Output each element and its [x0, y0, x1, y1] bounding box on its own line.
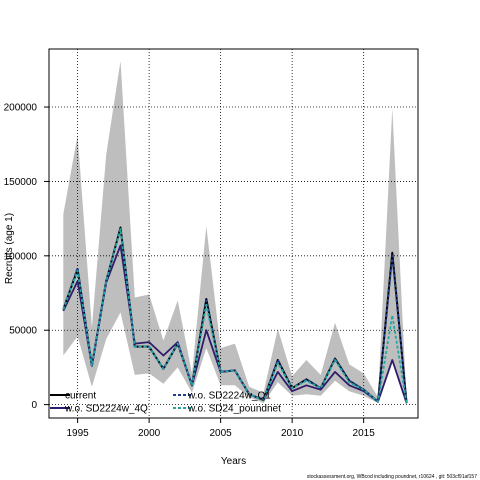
x-axis-title: Years: [221, 456, 246, 467]
x-tick-label: 2015: [353, 428, 376, 439]
plot-frame: [48, 48, 419, 419]
legend-label: w.o. SD24_poundnet: [187, 404, 281, 415]
y-axis: 0 50000 100000 150000 200000: [4, 103, 49, 411]
x-tick-label: 1995: [66, 428, 89, 439]
legend-label: w.o. SD2224w_4Q: [64, 404, 148, 415]
footnote: stockassessment.org, WBcod including pou…: [307, 474, 477, 480]
uncertainty-band: [63, 60, 407, 405]
series-line-1: [62, 244, 408, 404]
legend-label: current: [65, 391, 96, 402]
x-tick-label: 2005: [210, 428, 233, 439]
series-lines: [62, 226, 408, 404]
series-line-3: [62, 228, 408, 404]
y-tick-label: 50000: [9, 326, 37, 337]
y-tick-label: 100000: [4, 251, 38, 262]
x-axis: 1995 2000 2005 2010 2015: [66, 418, 375, 439]
y-axis-title: Recruits (age 1): [4, 213, 15, 284]
x-tick-label: 2000: [138, 428, 161, 439]
x-tick-label: 2010: [281, 428, 304, 439]
y-tick-label: 200000: [4, 103, 38, 114]
legend: current w.o. SD2224w_4Q w.o. SD2224w_Q1 w.o…: [50, 391, 281, 415]
y-tick-label: 0: [31, 400, 37, 411]
confidence-band: [63, 60, 407, 405]
y-tick-label: 150000: [4, 177, 38, 188]
legend-label: w.o. SD2224w_Q1: [187, 391, 271, 402]
